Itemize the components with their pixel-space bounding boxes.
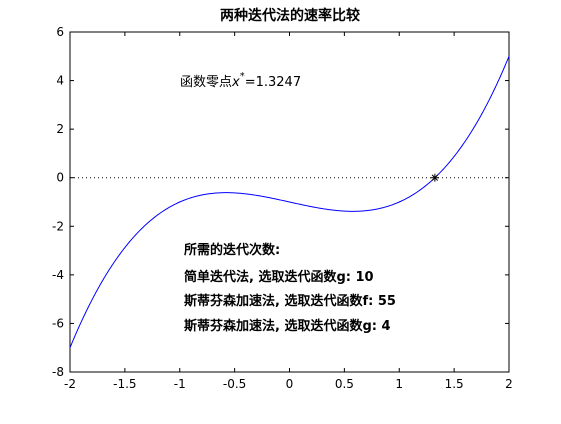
y-tick-label: -8 bbox=[52, 365, 64, 379]
root-annotation: 函数零点x*=1.3247 bbox=[180, 71, 301, 90]
y-tick-label: -2 bbox=[52, 219, 64, 233]
root-label-var: x bbox=[231, 75, 240, 90]
root-marker bbox=[430, 173, 439, 182]
iterations-heading: 所需的迭代次数: bbox=[184, 242, 280, 258]
y-tick-label: -6 bbox=[52, 316, 64, 330]
x-tick-label: 0.5 bbox=[335, 377, 354, 391]
root-label-value: =1.3247 bbox=[245, 75, 301, 90]
x-tick-label: 1.5 bbox=[445, 377, 464, 391]
x-tick-label: 1 bbox=[395, 377, 403, 391]
x-tick-label: -1.5 bbox=[113, 377, 136, 391]
root-label-sup: * bbox=[240, 71, 245, 82]
chart-title: 两种迭代法的速率比较 bbox=[220, 7, 360, 24]
x-tick-label: -0.5 bbox=[223, 377, 246, 391]
iterations-line-1: 简单迭代法, 选取迭代函数g: 10 bbox=[184, 269, 374, 285]
y-tick-label: 0 bbox=[56, 171, 64, 185]
y-axis-ticks: -8 -6 -4 -2 0 2 4 6 bbox=[52, 25, 509, 379]
x-tick-label: 0 bbox=[286, 377, 294, 391]
root-marker-stroke bbox=[431, 174, 439, 181]
x-tick-label: 2 bbox=[505, 377, 513, 391]
y-tick-label: -4 bbox=[52, 268, 64, 282]
y-tick-label: 6 bbox=[56, 25, 64, 39]
y-tick-label: 2 bbox=[56, 122, 64, 136]
root-label-prefix: 函数零点 bbox=[180, 75, 232, 90]
y-tick-label: 4 bbox=[56, 74, 64, 88]
iterations-line-2: 斯蒂芬森加速法, 选取迭代函数f: 55 bbox=[184, 293, 396, 309]
x-axis-ticks: -2 -1.5 -1 -0.5 0 0.5 1 1.5 2 bbox=[64, 32, 513, 391]
iterations-line-3: 斯蒂芬森加速法, 选取迭代函数g: 4 bbox=[184, 318, 391, 334]
x-tick-label: -1 bbox=[174, 377, 186, 391]
x-tick-label: -2 bbox=[64, 377, 76, 391]
